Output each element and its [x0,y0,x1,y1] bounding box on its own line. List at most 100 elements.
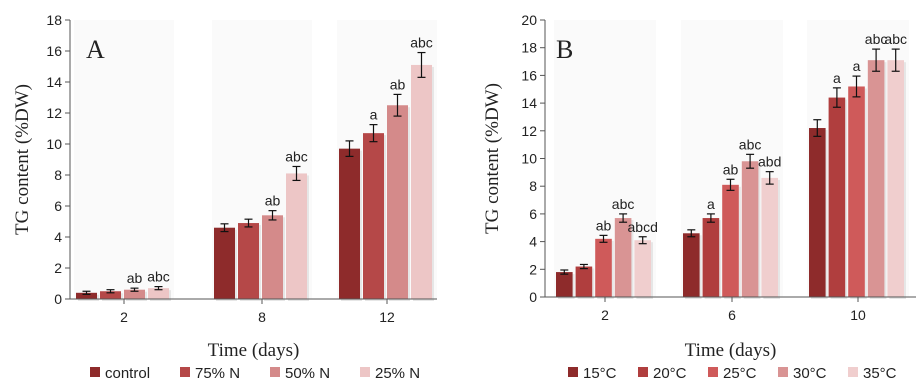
panel-b-y-tick-label: 16 [521,67,537,83]
panel-a-significance-label: ab [390,76,406,92]
panel-b-x-tick-label: 10 [850,307,866,323]
panel-a-y-tick-label: 4 [54,229,62,245]
panel-a-y-tick-label: 10 [46,136,62,152]
panel-b-legend-swatch [708,367,718,377]
panel-b-y-tick-label: 2 [529,261,537,277]
panel-b-bar [828,97,846,297]
panel-a-legend-swatch [360,367,370,377]
panel-a-legend-label: 75% N [195,365,240,382]
panel-a-legend-swatch [270,367,280,377]
panel-a-bar [76,292,97,299]
panel-a-bar [286,173,307,299]
panel-b-x-axis-title: Time (days) [685,340,777,361]
panel-b-significance-label: ab [723,161,739,177]
panel-b-significance-label: a [707,196,715,212]
panel-b-y-tick-label: 14 [521,95,537,111]
panel-b-legend-swatch [778,367,788,377]
panel-a-bar [100,291,121,299]
panel-b-significance-label: abc [865,31,888,47]
panel-b-bar [887,60,904,297]
panel-b-panel-letter: B [556,35,573,64]
panel-a-y-axis-title: TG content (%DW) [12,84,33,235]
panel-b: 02468101214161820ababcabcd2aababcabd6aaa… [482,12,916,382]
panel-b-y-tick-label: 20 [521,12,537,28]
panel-b-legend-label: 30°C [793,365,827,382]
panel-b-y-tick-label: 8 [529,178,537,194]
panel-a-significance-label: ab [127,270,143,286]
panel-a-legend-label: 25% N [375,365,420,382]
panel-a-bar [238,223,259,299]
panel-b-legend-label: 15°C [583,365,617,382]
panel-b-significance-label: abc [884,31,907,47]
panel-a-x-tick-label: 8 [258,309,266,325]
panel-b-bar [556,272,573,297]
panel-b-bar [761,177,778,297]
panel-b-bar [683,233,700,297]
panel-a-legend-label: 50% N [285,365,330,382]
panel-b-significance-label: a [853,58,861,74]
panel-a-x-tick-label: 12 [379,309,395,325]
panel-a-x-tick-label: 2 [120,309,128,325]
panel-a-bar [124,289,145,299]
panel-b-bar [634,240,651,297]
panel-a-significance-label: a [370,107,378,123]
panel-a-bar [411,64,432,299]
panel-b-legend-label: 35°C [863,365,897,382]
panel-b-legend-swatch [848,367,858,377]
panel-a-y-tick-label: 6 [54,198,62,214]
panel-b-significance-label: abcd [628,219,658,235]
panel-a-bar [387,105,408,299]
panel-a-bar [262,215,283,299]
panel-a-group-band [74,20,174,299]
panel-a-bar [148,288,169,299]
panel-a-significance-label: abc [410,35,433,51]
panel-a-y-tick-label: 16 [46,43,62,59]
panel-b-significance-label: abc [612,196,635,212]
panel-b-significance-label: abd [758,154,781,170]
panel-a-significance-label: abc [147,269,170,285]
panel-b-y-tick-label: 10 [521,151,537,167]
panel-b-bar [614,218,632,297]
panel-b-significance-label: abc [739,136,762,152]
panel-a-bar [339,148,360,299]
panel-a-y-tick-label: 14 [46,74,62,90]
panel-b-y-tick-label: 12 [521,123,537,139]
panel-a-legend-label: control [105,365,150,382]
panel-b-significance-label: ab [596,217,612,233]
panel-b-bar [741,161,759,297]
panel-a-significance-label: abc [285,148,308,164]
panel-b-bar [702,218,720,297]
panel-b-x-tick-label: 6 [728,307,736,323]
panel-b-bar [809,128,826,297]
panel-b-legend-swatch [568,367,578,377]
panel-a-significance-label: ab [265,193,281,209]
panel-b-legend-swatch [638,367,648,377]
panel-b-bar [575,266,593,297]
panel-b-legend-label: 25°C [723,365,757,382]
panel-a-x-axis-title: Time (days) [208,340,300,361]
panel-b-significance-label: a [833,70,841,86]
panel-a-legend-swatch [180,367,190,377]
panel-b-y-axis-title: TG content (%DW) [482,83,503,234]
panel-b-x-tick-label: 2 [601,307,609,323]
panel-b-y-tick-label: 0 [529,289,537,305]
panel-b-bar [595,238,612,297]
panel-b-bar [867,60,885,297]
panel-b-bar [848,86,865,297]
panel-a-legend-swatch [90,367,100,377]
panel-a-bar [363,133,384,299]
panel-a-panel-letter: A [86,35,105,64]
panel-a-y-tick-label: 2 [54,260,62,276]
panel-a-bar [214,227,235,299]
panel-b-bar [722,184,739,297]
panel-a-y-tick-label: 0 [54,291,62,307]
panel-b-y-tick-label: 4 [529,234,537,250]
panel-b-y-tick-label: 6 [529,206,537,222]
panel-a-y-tick-label: 18 [46,12,62,28]
panel-b-legend-label: 20°C [653,365,687,382]
panel-a-y-tick-label: 8 [54,167,62,183]
panel-a-y-tick-label: 12 [46,105,62,121]
panel-b-y-tick-label: 18 [521,40,537,56]
